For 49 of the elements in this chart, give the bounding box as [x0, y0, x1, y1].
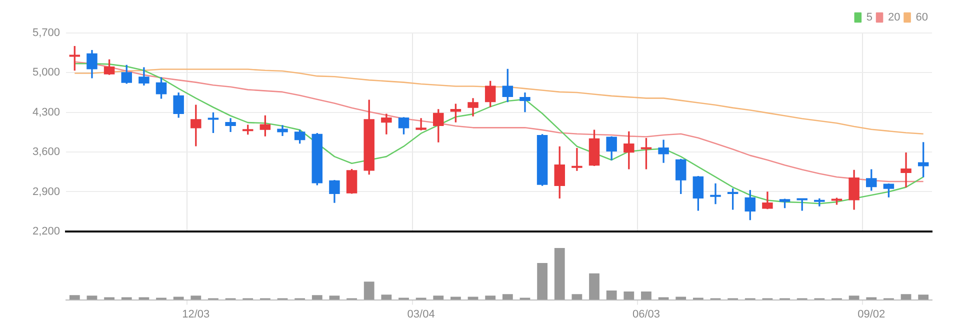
- candlestick: [900, 152, 912, 188]
- bar: [138, 297, 150, 300]
- bar: [918, 294, 929, 300]
- bar: [312, 295, 322, 300]
- bar: [69, 295, 80, 300]
- bar: [381, 294, 392, 300]
- x-tick-label: 03/04: [407, 308, 435, 320]
- x-tick-label: 06/03: [632, 308, 660, 320]
- bar: [848, 296, 860, 300]
- y-tick-label: 3,600: [32, 146, 60, 158]
- y-tick-label: 2,200: [32, 225, 60, 238]
- candlestick: [381, 114, 392, 134]
- bar: [624, 292, 634, 300]
- bar: [86, 296, 98, 300]
- bar: [589, 273, 600, 300]
- bar: [537, 263, 548, 300]
- y-tick-label: 5,000: [32, 66, 60, 79]
- bar: [485, 296, 496, 300]
- y-tick-label: 2,900: [32, 186, 60, 198]
- legend-label: 20: [888, 12, 900, 24]
- candlestick: [520, 92, 530, 112]
- bar: [554, 248, 565, 300]
- candlestick: [416, 118, 426, 130]
- bar: [606, 290, 617, 300]
- bar: [190, 296, 202, 300]
- x-tick-label: 09/02: [858, 308, 886, 320]
- bar: [866, 297, 877, 300]
- bar: [121, 297, 132, 300]
- bar: [658, 297, 669, 300]
- legend-label: 60: [916, 12, 928, 24]
- x-tick-label: 12/03: [182, 308, 210, 320]
- y-tick-label: 5,700: [32, 27, 60, 40]
- bar: [900, 294, 912, 300]
- bar: [468, 296, 478, 300]
- legend-label: 5: [866, 12, 873, 24]
- y-tick-label: 4,300: [32, 106, 60, 118]
- bar: [676, 296, 686, 300]
- candlestick: [572, 148, 582, 171]
- bar: [104, 297, 114, 300]
- candlestick: [814, 198, 825, 206]
- bar: [502, 294, 513, 300]
- candlestick: [710, 183, 721, 204]
- bar: [572, 294, 582, 300]
- bar: [641, 292, 652, 300]
- bar: [364, 282, 374, 300]
- bar: [433, 296, 444, 300]
- bar: [173, 296, 184, 300]
- bar: [450, 296, 461, 300]
- bar: [329, 296, 340, 300]
